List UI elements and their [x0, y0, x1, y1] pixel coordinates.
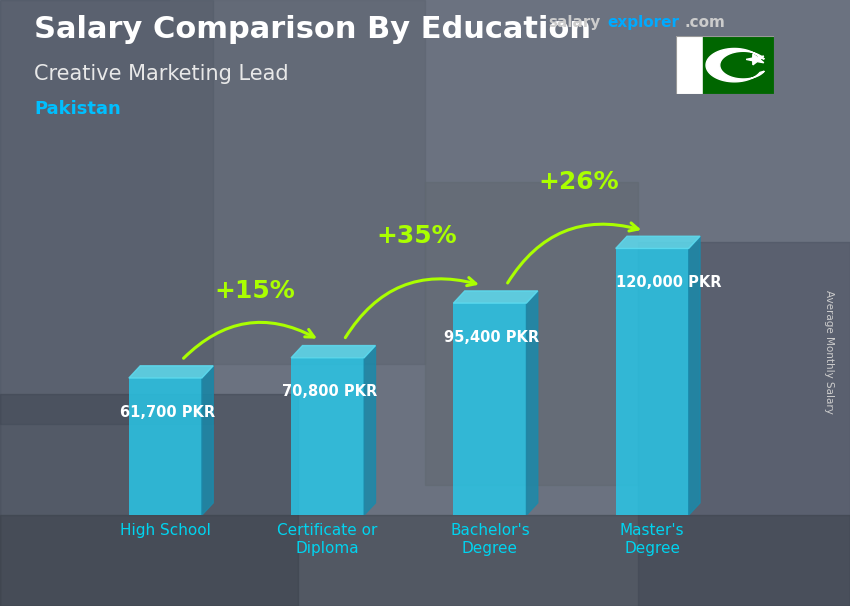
Bar [425, 182, 638, 485]
Bar [615, 248, 688, 515]
Bar [453, 303, 526, 515]
Text: Creative Marketing Lead: Creative Marketing Lead [34, 64, 289, 84]
Text: +26%: +26% [539, 170, 620, 194]
Text: 95,400 PKR: 95,400 PKR [445, 330, 540, 345]
Bar [129, 378, 202, 515]
Polygon shape [202, 366, 213, 515]
Polygon shape [291, 345, 376, 358]
Polygon shape [688, 236, 700, 515]
Bar [676, 36, 703, 94]
Text: Average Monthly Salary: Average Monthly Salary [824, 290, 834, 413]
Polygon shape [129, 366, 213, 378]
Polygon shape [615, 236, 700, 248]
Bar [170, 0, 425, 364]
Text: 120,000 PKR: 120,000 PKR [616, 275, 722, 290]
Text: 61,700 PKR: 61,700 PKR [120, 405, 215, 420]
Text: salary: salary [548, 15, 601, 30]
Text: +35%: +35% [377, 224, 457, 248]
Text: explorer: explorer [608, 15, 680, 30]
Bar [0, 394, 298, 606]
Polygon shape [526, 291, 538, 515]
Text: Salary Comparison By Education: Salary Comparison By Education [34, 15, 591, 44]
Polygon shape [746, 54, 764, 65]
Text: 70,800 PKR: 70,800 PKR [282, 384, 377, 399]
Bar [0, 0, 212, 424]
Bar [703, 36, 774, 94]
Polygon shape [453, 291, 538, 303]
Text: Pakistan: Pakistan [34, 100, 121, 118]
Text: +15%: +15% [214, 279, 295, 303]
Text: .com: .com [684, 15, 725, 30]
Bar [291, 358, 364, 515]
Polygon shape [364, 345, 376, 515]
Bar [0, 515, 850, 606]
Polygon shape [706, 48, 764, 82]
Bar [638, 242, 850, 606]
